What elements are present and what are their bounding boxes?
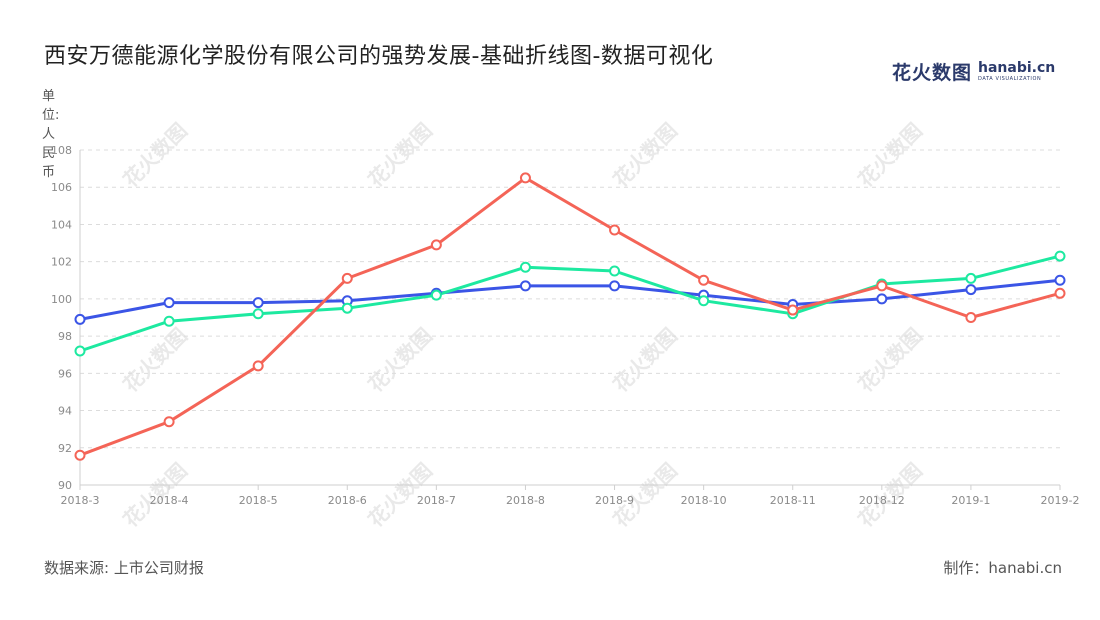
series-lines (79, 176, 1061, 457)
watermark-text: 花火数图 (853, 118, 927, 192)
data-point-series-2 (163, 315, 175, 327)
x-tick-label: 2018-8 (506, 494, 545, 507)
data-point-series-3 (430, 239, 442, 251)
data-point-series-1 (519, 280, 531, 292)
y-tick-label: 100 (51, 293, 72, 306)
data-point-series-3 (787, 304, 799, 316)
y-tick-label: 92 (58, 442, 72, 455)
watermark-text: 花火数图 (853, 323, 927, 397)
series-points (74, 172, 1066, 461)
axes: 90 92 94 96 98 100 102 104 106 108 2018-3 2018-4 201… (51, 144, 1079, 507)
y-tick-label: 106 (51, 181, 72, 194)
x-tick-label: 2018-12 (859, 494, 905, 507)
series-line-1 (79, 278, 1061, 321)
y-tick-label: 90 (58, 479, 72, 492)
data-point-series-1 (163, 297, 175, 309)
data-point-series-3 (1054, 287, 1066, 299)
chart-title: 西安万德能源化学股份有限公司的强势发展-基础折线图-数据可视化 (44, 44, 714, 69)
data-point-series-1 (965, 284, 977, 296)
x-tick-label: 2018-11 (770, 494, 816, 507)
logo-cn-text: 花火数图 (892, 62, 973, 84)
data-point-series-2 (965, 272, 977, 284)
data-point-series-1 (252, 297, 264, 309)
data-point-series-3 (74, 449, 86, 461)
x-tick-label: 2018-4 (150, 494, 189, 507)
series-line-2 (79, 254, 1061, 353)
data-point-series-2 (1054, 250, 1066, 262)
data-point-series-3 (341, 272, 353, 284)
maker-credit: 制作：hanabi.cn (943, 559, 1062, 577)
data-point-series-3 (163, 416, 175, 428)
data-point-series-1 (74, 313, 86, 325)
logo-en-text: hanabi.cn (978, 60, 1056, 76)
x-tick-label: 2018-6 (328, 494, 367, 507)
data-point-series-2 (252, 308, 264, 320)
data-point-series-2 (430, 289, 442, 301)
x-tick-label: 2019-2 (1041, 494, 1080, 507)
logo-en: hanabi.cn DATA VISUALIZATION (978, 61, 1055, 82)
grid-lines (80, 149, 1060, 449)
watermark-text: 花火数图 (363, 323, 437, 397)
x-tick-label: 2018-10 (681, 494, 727, 507)
data-point-series-3 (609, 224, 621, 236)
y-tick-label: 98 (58, 330, 72, 343)
data-point-series-3 (876, 280, 888, 292)
y-tick-label: 102 (51, 256, 72, 269)
series-line-3 (79, 176, 1061, 457)
watermark-text: 花火数图 (118, 118, 192, 192)
data-source-note: 数据来源: 上市公司财报 (44, 559, 204, 577)
y-tick-label: 108 (51, 144, 72, 157)
data-point-series-2 (519, 261, 531, 273)
data-point-series-3 (965, 312, 977, 323)
watermark-text: 花火数图 (608, 118, 682, 192)
data-point-series-1 (1054, 274, 1066, 286)
x-tick-label: 2018-5 (239, 494, 278, 507)
y-tick-label: 94 (58, 405, 72, 418)
x-tick-label: 2018-9 (595, 494, 634, 507)
x-tick-label: 2018-3 (61, 494, 100, 507)
watermark-text: 花火数图 (363, 118, 437, 192)
data-point-series-2 (609, 265, 621, 277)
watermark-text: 花火数图 (608, 323, 682, 397)
data-point-series-2 (341, 302, 353, 314)
x-tick-label: 2018-7 (417, 494, 456, 507)
logo-en-subtext: DATA VISUALIZATION (978, 76, 1042, 82)
data-point-series-1 (876, 293, 888, 305)
y-axis-unit-label: 单位:人民币 (42, 89, 60, 180)
data-point-series-2 (698, 295, 710, 307)
data-point-series-3 (519, 172, 531, 184)
data-point-series-3 (698, 274, 710, 286)
x-tick-label: 2019-1 (951, 494, 990, 507)
hanabi-logo: 花火数图 hanabi.cn DATA VISUALIZATION (892, 58, 1055, 85)
data-point-series-3 (252, 360, 264, 372)
y-tick-label: 96 (58, 367, 72, 380)
data-point-series-1 (609, 280, 621, 292)
data-point-series-2 (74, 345, 86, 357)
y-tick-label: 104 (51, 218, 72, 231)
